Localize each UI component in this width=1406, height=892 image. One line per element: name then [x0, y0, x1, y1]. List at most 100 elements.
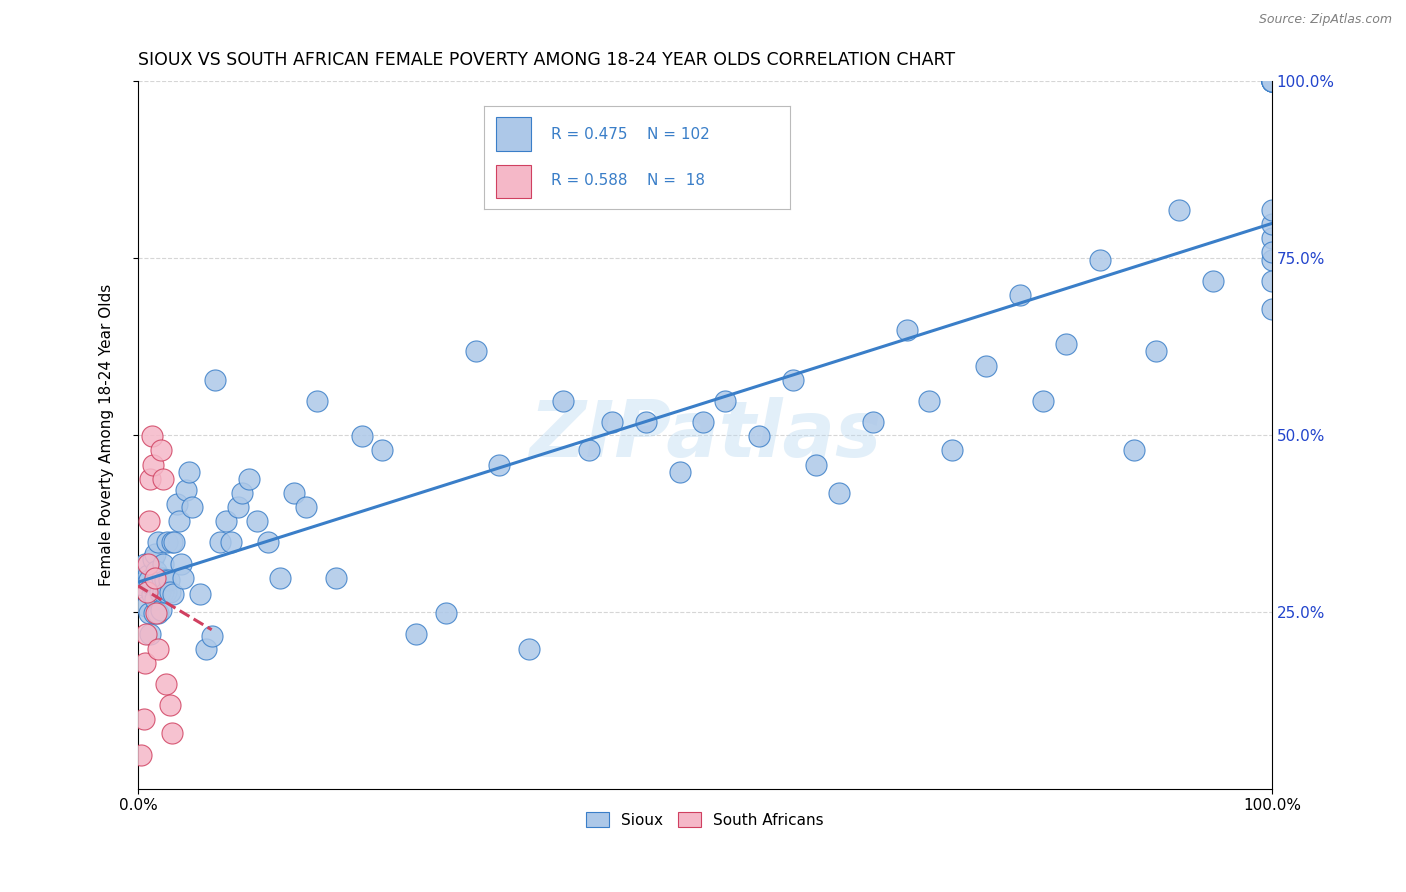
Point: [488, 458, 510, 472]
Point: [160, 535, 183, 549]
Point: [1202, 274, 1225, 288]
Point: [195, 641, 218, 656]
Point: [143, 571, 166, 585]
Y-axis label: Female Poverty Among 18-24 Year Olds: Female Poverty Among 18-24 Year Olds: [100, 284, 114, 586]
Point: [138, 573, 160, 587]
Point: [136, 568, 159, 582]
Point: [1261, 74, 1284, 88]
Point: [136, 557, 159, 571]
Point: [177, 465, 200, 479]
Point: [152, 557, 174, 571]
Point: [166, 497, 188, 511]
Point: [1261, 74, 1284, 88]
Point: [148, 641, 170, 656]
Point: [600, 415, 623, 429]
Point: [283, 486, 305, 500]
Point: [1032, 394, 1054, 409]
Point: [692, 415, 714, 429]
Point: [135, 627, 157, 641]
Point: [204, 373, 226, 387]
Point: [148, 585, 170, 599]
Text: Source: ZipAtlas.com: Source: ZipAtlas.com: [1258, 13, 1392, 27]
Point: [174, 483, 197, 497]
Point: [1261, 217, 1284, 231]
Point: [231, 486, 253, 500]
Point: [135, 599, 157, 613]
Point: [464, 344, 486, 359]
Point: [257, 535, 280, 549]
Point: [246, 514, 269, 528]
Point: [1261, 74, 1284, 88]
Point: [804, 458, 827, 472]
Point: [782, 373, 804, 387]
Point: [148, 535, 170, 549]
Point: [371, 443, 394, 458]
Point: [325, 571, 347, 585]
Point: [153, 573, 176, 587]
Point: [862, 415, 884, 429]
Point: [150, 571, 173, 585]
Point: [142, 606, 165, 620]
Point: [139, 472, 162, 486]
Point: [152, 585, 174, 599]
Point: [352, 429, 374, 443]
Point: [269, 571, 291, 585]
Point: [1261, 245, 1284, 260]
Point: [141, 587, 163, 601]
Point: [1261, 74, 1284, 88]
Point: [1261, 252, 1284, 267]
Point: [160, 726, 183, 740]
Point: [1261, 301, 1284, 316]
Point: [155, 677, 177, 691]
Point: [1261, 74, 1284, 88]
Point: [669, 465, 692, 479]
Point: [131, 578, 153, 592]
Point: [132, 712, 155, 726]
Point: [1261, 231, 1284, 245]
Text: ZIPatlas: ZIPatlas: [529, 397, 882, 473]
Point: [1122, 443, 1144, 458]
Point: [941, 443, 963, 458]
Point: [141, 578, 163, 592]
Point: [155, 585, 177, 599]
Point: [434, 606, 457, 620]
Point: [634, 415, 657, 429]
Text: SIOUX VS SOUTH AFRICAN FEMALE POVERTY AMONG 18-24 YEAR OLDS CORRELATION CHART: SIOUX VS SOUTH AFRICAN FEMALE POVERTY AM…: [138, 51, 955, 69]
Point: [896, 323, 918, 337]
Point: [714, 394, 737, 409]
Point: [136, 585, 159, 599]
Point: [141, 429, 163, 443]
Point: [170, 557, 193, 571]
Point: [172, 571, 194, 585]
Point: [1261, 74, 1284, 88]
Point: [157, 573, 180, 587]
Point: [136, 573, 159, 587]
Point: [1010, 288, 1032, 302]
Point: [553, 394, 575, 409]
Point: [201, 630, 224, 644]
Point: [138, 606, 160, 620]
Point: [163, 535, 186, 549]
Point: [142, 551, 165, 566]
Point: [918, 394, 941, 409]
Point: [149, 443, 172, 458]
Point: [134, 557, 156, 571]
Point: [208, 535, 231, 549]
Point: [1054, 337, 1077, 351]
Point: [134, 656, 156, 670]
Point: [219, 535, 242, 549]
Point: [1261, 274, 1284, 288]
Point: [146, 573, 169, 587]
Point: [1261, 202, 1284, 217]
Point: [143, 547, 166, 561]
Point: [188, 587, 211, 601]
Point: [578, 443, 600, 458]
Point: [167, 514, 190, 528]
Point: [145, 564, 167, 578]
Point: [974, 359, 997, 373]
Point: [307, 394, 329, 409]
Point: [152, 472, 174, 486]
Point: [145, 606, 167, 620]
Point: [159, 585, 181, 599]
Point: [1167, 202, 1189, 217]
